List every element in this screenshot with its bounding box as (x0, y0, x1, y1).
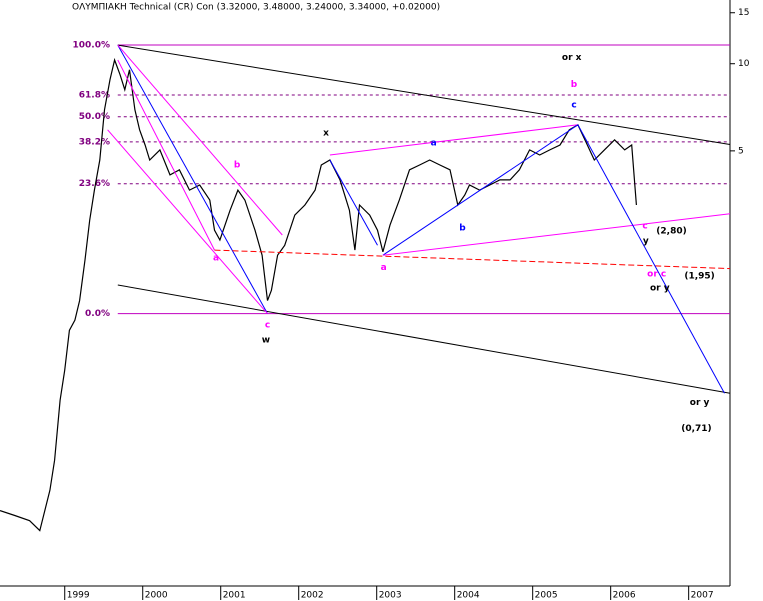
annotation: or c (647, 269, 666, 279)
trend-line (382, 213, 731, 256)
annotation: or x (562, 53, 582, 63)
annotation: or y (690, 398, 710, 408)
annotation: x (323, 128, 329, 138)
x-tick-label: 2007 (691, 591, 714, 601)
fib-label: 100.0% (73, 41, 111, 51)
trend-line (117, 59, 215, 251)
annotation: (1,95) (684, 271, 714, 281)
annotation: b (459, 223, 466, 233)
x-tick-label: 2002 (301, 591, 324, 601)
annotation: c (571, 100, 576, 110)
x-tick-label: 1999 (67, 591, 90, 601)
annotation: c (265, 321, 270, 331)
y-tick-label: 10 (738, 59, 750, 69)
annotation: a (381, 263, 387, 273)
fib-label: 0.0% (85, 309, 110, 319)
price-line (0, 57, 637, 532)
annotation: b (571, 80, 578, 90)
x-tick-label: 2005 (535, 591, 558, 601)
x-tick-label: 2003 (379, 591, 402, 601)
trend-line (117, 44, 268, 314)
chart-title: ΟΛΥΜΠΙΑΚΗ Technical (CR) Con (3.32000, 3… (72, 3, 440, 13)
trend-line (329, 124, 578, 156)
trend-line (577, 124, 725, 394)
annotation: (0,71) (681, 424, 711, 434)
trend-line (117, 44, 283, 236)
fib-label: 50.0% (79, 112, 110, 122)
trend-line (329, 159, 378, 246)
trend-line (107, 129, 268, 314)
x-tick-label: 2006 (613, 591, 636, 601)
trend-line (214, 249, 731, 270)
y-tick-label: 5 (738, 146, 744, 156)
x-tick-label: 2001 (223, 591, 246, 601)
annotation: w (262, 336, 270, 346)
annotation: y (643, 237, 649, 247)
trend-line (117, 284, 731, 394)
fib-label: 23.6% (79, 179, 110, 189)
annotation: b (234, 160, 241, 170)
x-tick-label: 2004 (457, 591, 480, 601)
fib-label: 38.2% (79, 137, 110, 147)
annotation: a (213, 254, 219, 264)
trend-line (117, 44, 731, 145)
annotation: (2,80) (656, 227, 686, 237)
annotation: c (642, 222, 647, 232)
x-tick-label: 2000 (145, 591, 168, 601)
annotation: a (431, 138, 437, 148)
annotation: or y (650, 283, 670, 293)
trend-line (382, 124, 579, 256)
y-tick-label: 15 (738, 8, 749, 18)
fib-label: 61.8% (79, 90, 110, 100)
